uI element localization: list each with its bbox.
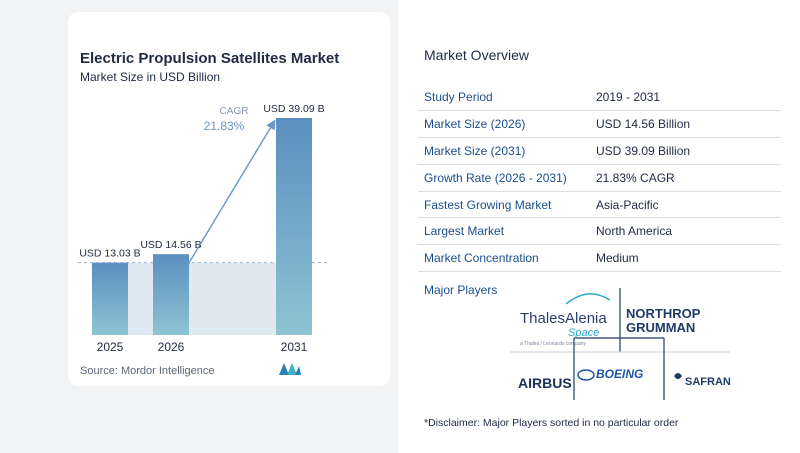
source-note: Source: Mordor Intelligence — [80, 365, 215, 377]
airbus-logo: AIRBUS — [518, 375, 572, 391]
boeing-logo: BOEING — [577, 367, 643, 381]
table-row: Growth Rate (2026 - 2031) 21.83% CAGR — [418, 164, 781, 192]
safran-text: SAFRAN — [685, 376, 731, 388]
row-value: Medium — [594, 244, 781, 273]
table-row: Largest Market North America — [418, 217, 781, 246]
grumman-text: GRUMMAN — [626, 320, 695, 335]
row-label: Market Size (2031) — [418, 137, 594, 165]
northrop-grumman-logo: NORTHROP GRUMMAN — [626, 306, 701, 335]
market-overview-panel: Market Overview Study Period 2019 - 2031… — [398, 0, 800, 453]
disclaimer: *Disclaimer: Major Players sorted in no … — [424, 417, 679, 429]
data-label-2031: USD 39.09 B — [263, 103, 324, 115]
cagr-label: CAGR — [220, 106, 249, 117]
table-row: Fastest Growing Market Asia-Pacific — [418, 191, 781, 219]
data-label-2026: USD 14.56 B — [140, 239, 201, 251]
chart-subtitle: Market Size in USD Billion — [80, 70, 221, 84]
bar-2031 — [276, 118, 312, 335]
major-players-logos: ThalesAlenia Space a Thales / Leonardo c… — [510, 288, 731, 400]
bar-2026 — [153, 254, 189, 335]
northrop-text: NORTHROP — [626, 306, 701, 321]
major-players-title: Major Players — [424, 283, 498, 297]
chart-title: Electric Propulsion Satellites Market — [80, 50, 340, 67]
row-value: USD 39.09 Billion — [594, 137, 781, 165]
safran-logo: SAFRAN — [674, 373, 731, 388]
row-label: Growth Rate (2026 - 2031) — [418, 164, 594, 192]
row-value: USD 14.56 Billion — [594, 110, 781, 139]
row-label: Market Concentration — [418, 244, 594, 273]
thales-alenia-logo: ThalesAlenia Space a Thales / Leonardo c… — [520, 293, 611, 347]
row-value: 2019 - 2031 — [594, 84, 781, 112]
x-tick-2026: 2026 — [158, 340, 185, 354]
data-label-2025: USD 13.03 B — [79, 248, 140, 260]
thales-tagline: a Thales / Leonardo company — [520, 341, 587, 347]
cagr-value: 21.83% — [204, 119, 245, 133]
table-row: Study Period 2019 - 2031 — [418, 84, 781, 112]
boeing-text: BOEING — [596, 367, 643, 381]
row-label: Largest Market — [418, 217, 594, 246]
baseline-band — [92, 262, 312, 335]
x-tick-2025: 2025 — [97, 340, 124, 354]
x-tick-2031: 2031 — [281, 340, 308, 354]
thales-space: Space — [568, 327, 599, 339]
row-label: Study Period — [418, 84, 594, 112]
mordor-logo-icon — [278, 362, 302, 381]
row-value: 21.83% CAGR — [594, 164, 781, 192]
airbus-text: AIRBUS — [518, 375, 572, 391]
overview-title: Market Overview — [424, 47, 530, 63]
table-row: Market Size (2031) USD 39.09 Billion — [418, 137, 781, 165]
row-label: Market Size (2026) — [418, 110, 594, 139]
table-row: Market Size (2026) USD 14.56 Billion — [418, 110, 781, 139]
chart-card: Electric Propulsion Satellites Market Ma… — [68, 12, 390, 386]
overview-table: Study Period 2019 - 2031 Market Size (20… — [418, 84, 781, 273]
table-row: Market Concentration Medium — [418, 244, 781, 273]
bar-2025 — [92, 262, 128, 335]
bar-chart: USD 13.03 B 2025 USD 14.56 B 2026 USD 39.09 … — [78, 103, 330, 354]
thales-name: ThalesAlenia — [520, 310, 607, 327]
row-value: North America — [594, 217, 781, 246]
cagr-arrow — [186, 119, 276, 267]
row-label: Fastest Growing Market — [418, 191, 594, 219]
row-value: Asia-Pacific — [594, 191, 781, 219]
